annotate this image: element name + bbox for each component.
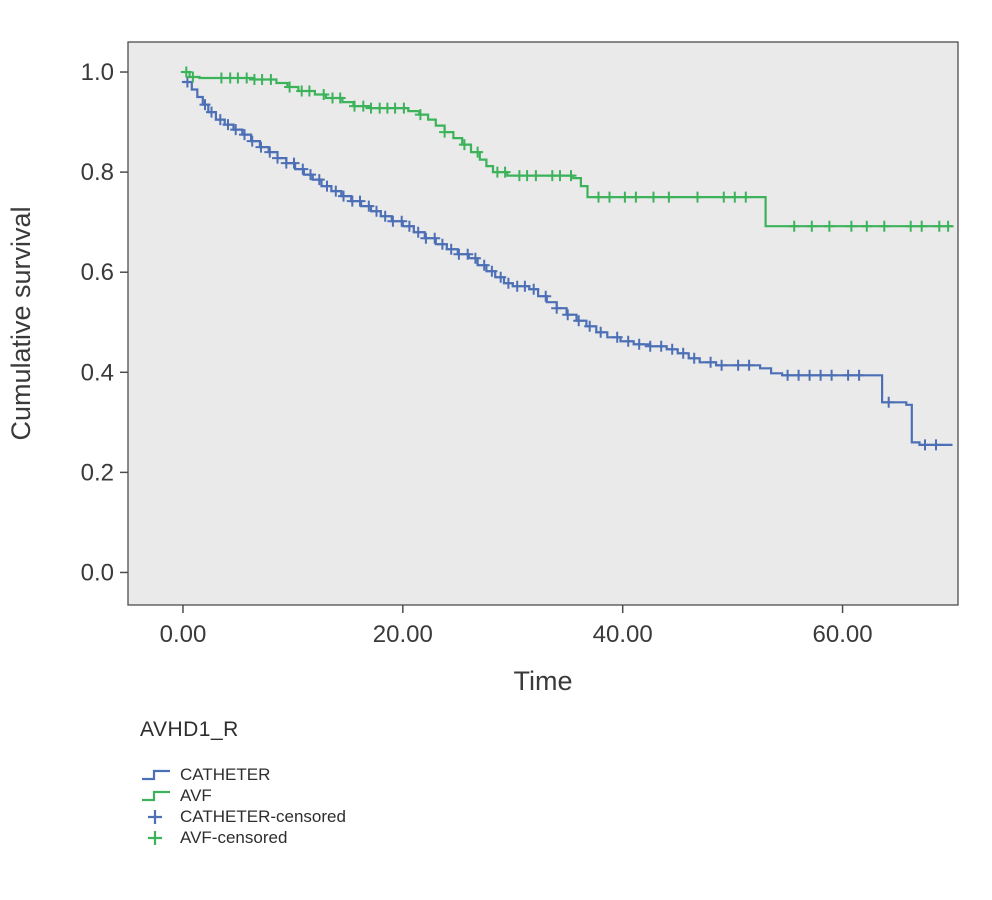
plot-area bbox=[127, 41, 959, 606]
legend-item-label: AVF-censored bbox=[180, 827, 288, 847]
kaplan-meier-chart: 0.00 20.00 40.00 60.00 0.0 0.2 0.4 0.6 0.8 1.0 Tim… bbox=[6, 41, 959, 696]
legend-title: AVHD1_R bbox=[140, 718, 239, 741]
legend-item-label: CATHETER-censored bbox=[180, 806, 346, 826]
legend-item-label: CATHETER bbox=[180, 764, 271, 784]
y-axis-title: Cumulative survival bbox=[6, 206, 36, 440]
x-tick-label: 60.00 bbox=[813, 621, 873, 648]
legend-item: CATHETER bbox=[140, 764, 346, 785]
chart-legend: AVHD1_R CATHETER AVF CATHETER-censored AVF-… bbox=[140, 718, 346, 848]
legend-item: AVF-censored bbox=[140, 827, 346, 848]
legend-line-swatch-icon bbox=[142, 790, 170, 801]
y-tick-label: 0.2 bbox=[81, 459, 114, 486]
y-tick-label: 1.0 bbox=[81, 59, 114, 86]
y-tick-label: 0.4 bbox=[81, 359, 114, 386]
y-tick-label: 0.8 bbox=[81, 159, 114, 186]
legend-censored-cross-icon bbox=[148, 830, 162, 845]
legend-items-list: CATHETER AVF CATHETER-censored AVF-censored bbox=[140, 764, 346, 848]
x-tick-label: 40.00 bbox=[593, 621, 653, 648]
x-axis-title: Time bbox=[514, 666, 573, 696]
y-tick-label: 0.0 bbox=[81, 559, 114, 586]
x-tick-label: 0.00 bbox=[160, 621, 207, 648]
legend-censored-cross-icon bbox=[148, 809, 162, 824]
legend-item-label: AVF bbox=[180, 785, 212, 805]
x-tick-label: 20.00 bbox=[373, 621, 433, 648]
legend-line-swatch-icon bbox=[142, 769, 170, 780]
legend-item: CATHETER-censored bbox=[140, 806, 346, 827]
y-tick-label: 0.6 bbox=[81, 259, 114, 286]
censored-marks-catheter bbox=[181, 76, 942, 451]
legend-item: AVF bbox=[140, 785, 346, 806]
censored-marks-avf bbox=[180, 66, 954, 232]
